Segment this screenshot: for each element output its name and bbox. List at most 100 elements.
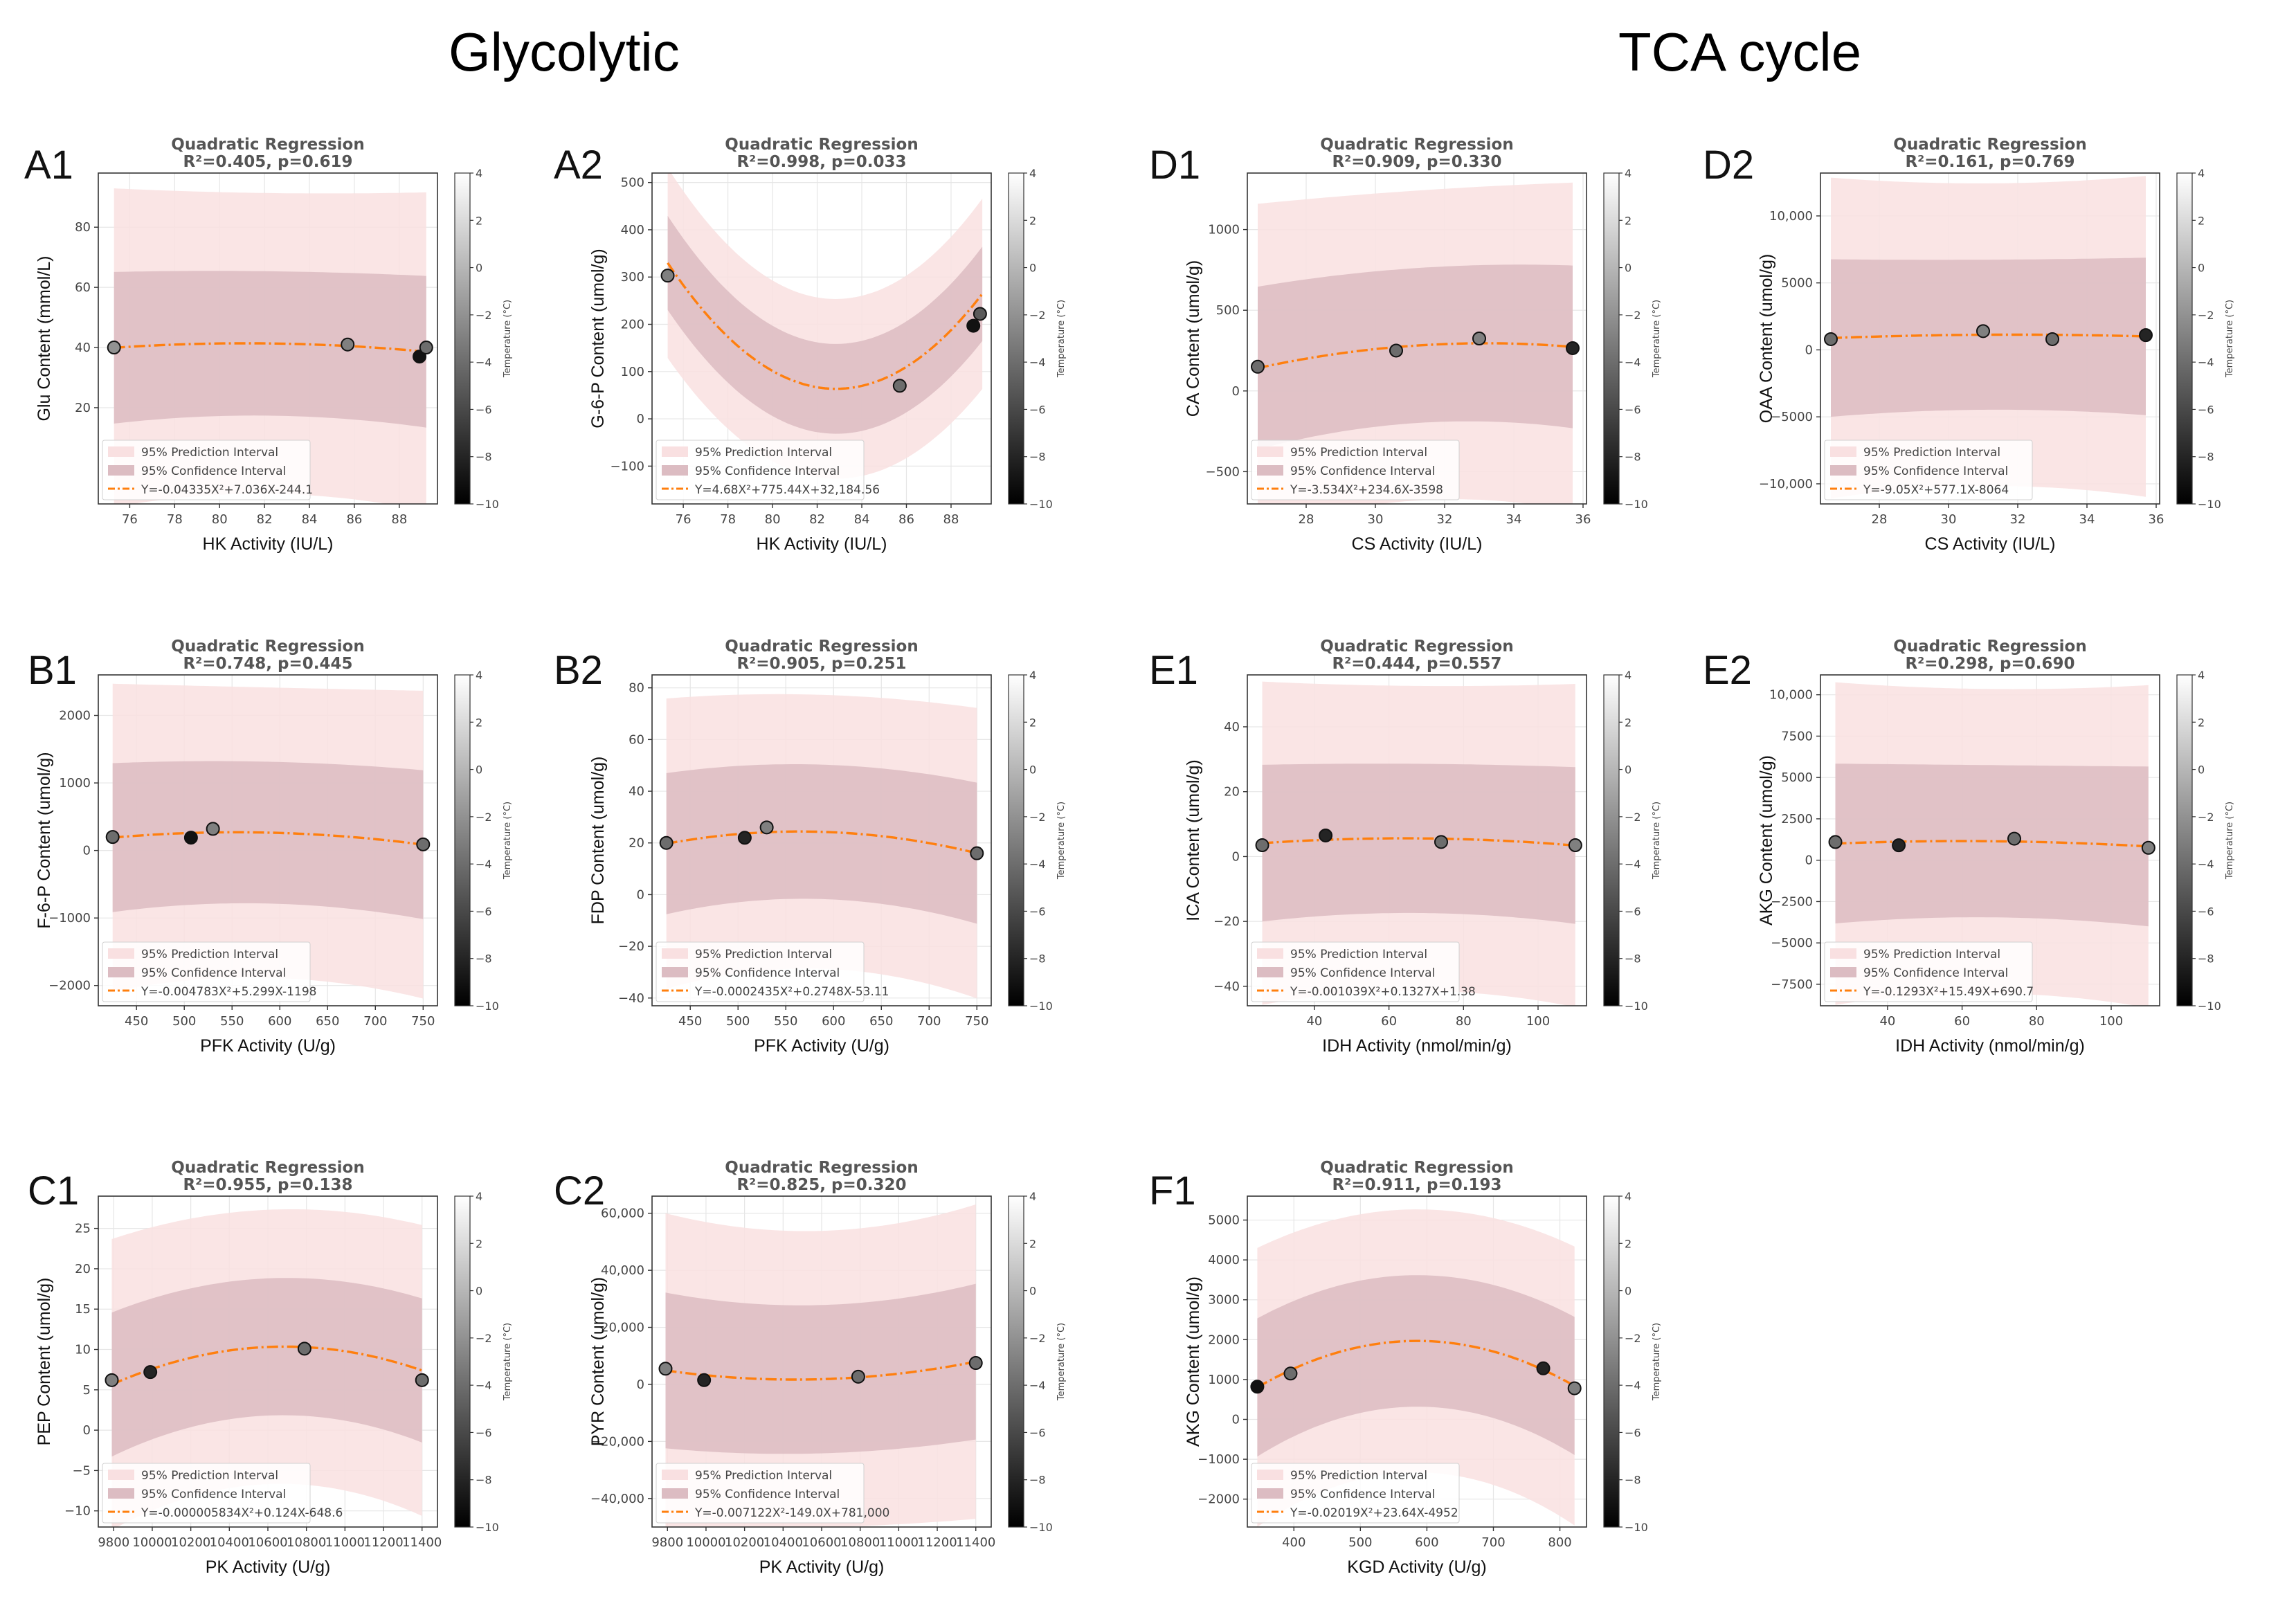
colorbar-tick: −6 (476, 905, 492, 918)
colorbar-tick: −4 (1625, 1379, 1641, 1392)
colorbar-tick: −10 (476, 1000, 499, 1013)
legend-confidence: 95% Confidence Interval (1290, 966, 1435, 980)
data-point (1389, 343, 1403, 358)
colorbar-tick: −4 (476, 356, 492, 369)
y-axis-label: ICA Content (umol/g) (1184, 759, 1203, 921)
data-point (183, 831, 198, 845)
plot-frame (651, 172, 992, 505)
x-tick-label: 450 (678, 1014, 702, 1029)
y-tick-label: −10,000 (1759, 477, 1813, 491)
data-point (341, 337, 355, 352)
x-tick-label: 10200 (725, 1535, 764, 1550)
y-tick-label: −40,000 (590, 1492, 644, 1506)
y-tick-label: 7500 (1781, 729, 1813, 743)
y-tick-label: 40 (629, 784, 644, 799)
y-tick-label: 0 (1232, 384, 1240, 399)
chart-title: Quadratic Regression (1893, 638, 2086, 656)
legend-prediction: 95% Prediction Interval (1290, 1469, 1427, 1483)
x-tick-label: 32 (1437, 512, 1453, 527)
data-point (1434, 835, 1448, 849)
y-tick-label: 300 (621, 270, 644, 284)
data-point (105, 1373, 119, 1387)
colorbar-tick: 4 (1029, 167, 1036, 180)
colorbar-tick: −8 (1029, 952, 1046, 966)
x-tick-label: 34 (1506, 512, 1522, 527)
legend-confidence: 95% Confidence Interval (1290, 1488, 1435, 1501)
fit-line (1830, 333, 2146, 340)
data-point (1568, 838, 1582, 853)
y-tick-label: 500 (621, 176, 644, 190)
x-axis-label: IDH Activity (nmol/min/g) (1895, 1036, 2085, 1056)
data-point (759, 820, 774, 835)
y-tick-label: 40 (75, 341, 91, 355)
x-tick-label: 9800 (98, 1535, 129, 1550)
data-point (107, 341, 121, 355)
confidence-interval-band (665, 1283, 976, 1454)
panel-label: B2 (554, 648, 603, 693)
colorbar-tick: 0 (1625, 262, 1631, 275)
y-tick-label: 20 (75, 1262, 91, 1276)
confidence-interval-band (1257, 1275, 1575, 1457)
colorbar-tick: −2 (1029, 1332, 1046, 1345)
x-tick-label: 800 (1548, 1535, 1571, 1550)
plot-frame (1820, 674, 2160, 1006)
y-tick-label: −10 (64, 1504, 91, 1519)
y-tick-label: −2000 (48, 979, 91, 993)
data-point (413, 350, 427, 364)
colorbar-tick: 4 (476, 1190, 482, 1203)
colorbar-tick: −8 (2198, 451, 2214, 464)
colorbar-tick: 2 (2198, 716, 2205, 729)
confidence-interval-band (1835, 764, 2149, 927)
plot-frame (1820, 172, 2160, 505)
y-tick-label: 2000 (59, 709, 91, 723)
y-tick-label: 0 (1805, 343, 1813, 357)
x-tick-label: 78 (720, 512, 736, 527)
y-tick-label: 60 (629, 732, 644, 747)
fit-line (1835, 840, 2149, 848)
x-tick-label: 600 (268, 1014, 291, 1029)
chart-title: Quadratic Regression (725, 638, 918, 656)
x-tick-label: 88 (943, 512, 959, 527)
colorbar-tick: 4 (476, 669, 482, 682)
y-tick-label: 20 (1224, 785, 1240, 800)
x-tick-label: 10400 (763, 1535, 803, 1550)
x-tick-label: 80 (212, 512, 228, 527)
legend: 95% Prediction Interval 95% Confidence In… (102, 440, 313, 500)
y-axis-label: OAA Content (umol/g) (1757, 254, 1776, 424)
colorbar: 4 2 0 −2 −4 −6 −8 −10 Temperature (°C) (1008, 669, 1067, 1013)
data-point (697, 1373, 712, 1387)
data-point (1892, 838, 1906, 853)
y-tick-label: 60,000 (601, 1207, 644, 1221)
legend: 95% Prediction Interval 95% Confidence In… (656, 1463, 889, 1524)
colorbar-tick: −8 (476, 451, 492, 464)
x-axis-label: CS Activity (IU/L) (1925, 534, 2056, 554)
colorbar-label: Temperature (°C) (1652, 1323, 1662, 1401)
fit-line (667, 262, 984, 390)
legend-equation: Y=-0.1293X²+15.49X+690.7 (1863, 985, 2034, 999)
colorbar-tick: −6 (2198, 403, 2214, 416)
chart-subtitle: R²=0.444, p=0.557 (1332, 655, 1501, 673)
fit-line (114, 342, 426, 353)
x-tick-label: 84 (302, 512, 318, 527)
x-tick-label: 550 (774, 1014, 797, 1029)
panel-label: E2 (1703, 648, 1752, 693)
x-tick-label: 32 (2010, 512, 2026, 527)
panel-label: A1 (24, 143, 73, 188)
y-tick-label: −2000 (1197, 1492, 1240, 1507)
x-tick-label: 11200 (917, 1535, 957, 1550)
colorbar-tick: 0 (476, 262, 482, 275)
y-tick-label: 4000 (1208, 1253, 1240, 1267)
y-tick-label: 40,000 (601, 1263, 644, 1278)
colorbar-tick: −4 (2198, 858, 2214, 871)
plot-frame (1247, 1195, 1587, 1528)
colorbar-tick: 2 (476, 1237, 482, 1250)
colorbar-tick: 2 (1625, 716, 1631, 729)
x-tick-label: 500 (1348, 1535, 1372, 1550)
y-tick-label: −20,000 (590, 1434, 644, 1449)
legend-equation: Y=-0.007122X²-149.0X+781,000 (694, 1506, 889, 1520)
y-tick-label: −2500 (1771, 894, 1813, 909)
chart-title: Quadratic Regression (171, 638, 364, 656)
colorbar-tick: −6 (1625, 905, 1641, 918)
